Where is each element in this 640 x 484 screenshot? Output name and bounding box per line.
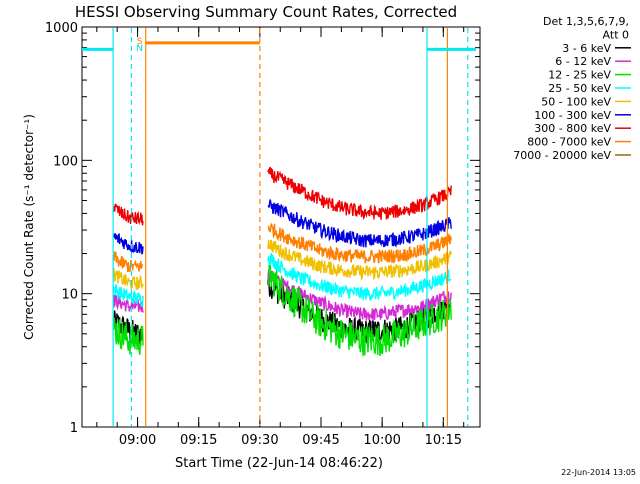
legend-entry-12-25-kev: 12 - 25 keV: [548, 69, 611, 82]
series-line-12-25-kev-1: [267, 261, 452, 357]
x-tick-label: 09:00: [119, 433, 156, 448]
series-line-800-7000-kev-0: [112, 251, 144, 273]
y-axis-label: Corrected Count Rate (s⁻¹ detector⁻¹): [22, 114, 36, 340]
legend-entry-800-7000-kev: 800 - 7000 keV: [527, 136, 611, 149]
x-tick-label: 09:15: [180, 433, 217, 448]
footer-date: 22-Jun-2014 13:05: [561, 468, 636, 477]
legend-entry-300-800-kev: 300 - 800 keV: [534, 122, 611, 135]
series-line-6-12-kev-0: [112, 294, 144, 313]
series-line-100-300-kev-0: [112, 233, 144, 255]
legend-entry-100-300-kev: 100 - 300 keV: [534, 109, 611, 122]
series-line-300-800-kev-0: [112, 203, 144, 226]
y-tick-label: 100: [53, 154, 78, 169]
chart-title: HESSI Observing Summary Count Rates, Cor…: [75, 3, 457, 21]
series-line-12-25-kev-0: [112, 317, 144, 355]
x-axis-label: Start Time (22-Jun-14 08:46:22): [175, 456, 383, 471]
x-tick-label: 10:15: [425, 433, 462, 448]
series-line-300-800-kev-1: [267, 166, 452, 220]
x-tick-label: 09:30: [241, 433, 278, 448]
series-line-800-7000-kev-1: [267, 222, 452, 265]
legend-entry-50-100-kev: 50 - 100 keV: [541, 95, 611, 108]
series-line-3-6-kev-0: [112, 310, 144, 345]
legend-entry-7000-20000-kev: 7000 - 20000 keV: [513, 149, 611, 162]
x-tick-label: 09:45: [302, 433, 339, 448]
saa-label: S: [137, 37, 143, 47]
series-line-25-50-kev-1: [267, 252, 452, 301]
legend-header-line-2: Att 0: [603, 28, 629, 41]
y-tick-label: 1000: [45, 21, 78, 36]
series-line-25-50-kev-0: [112, 284, 144, 308]
legend-entry-6-12-kev: 6 - 12 keV: [555, 55, 611, 68]
legend-entry-25-50-kev: 25 - 50 keV: [548, 82, 611, 95]
night-label: N: [136, 44, 143, 54]
x-tick-label: 10:00: [363, 433, 400, 448]
plot-frame: [81, 26, 481, 428]
legend-entry-3-6-kev: 3 - 6 keV: [562, 42, 611, 55]
legend-header-line-1: Det 1,3,5,6,7,9,: [543, 15, 629, 28]
series-line-100-300-kev-1: [267, 199, 452, 248]
y-tick-label: 10: [61, 288, 78, 303]
plot-area: 1 10 100 1000 09:00 09:15 09:30 09:45 10:00 10:15…: [45, 21, 481, 448]
y-tick-label: 1: [70, 421, 78, 436]
series-line-50-100-kev-1: [267, 239, 452, 281]
series-line-50-100-kev-0: [112, 267, 144, 290]
